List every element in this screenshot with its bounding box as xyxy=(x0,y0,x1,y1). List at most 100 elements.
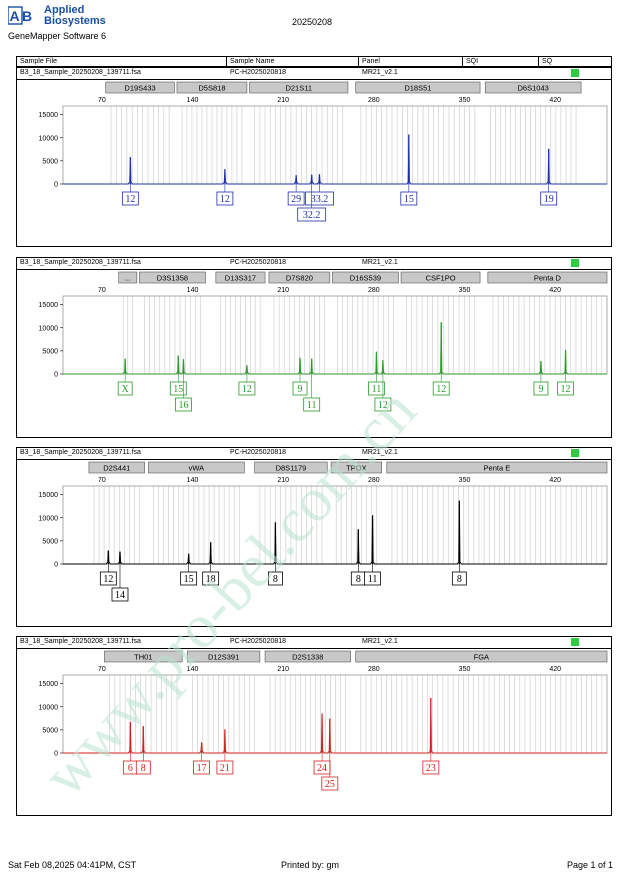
y-tick-label: 5000 xyxy=(42,348,58,355)
marker-label: D8S1179 xyxy=(276,464,307,473)
x-tick-label: 70 xyxy=(98,287,106,294)
plot-frame xyxy=(62,674,608,754)
allele-box[interactable] xyxy=(193,760,210,775)
allele-box[interactable] xyxy=(422,760,440,775)
electropherogram-black: D2S441 vWA D8S1179 TPOX Penta E70 140 210 280 35… xyxy=(39,461,608,602)
x-tick-label: 280 xyxy=(368,477,380,484)
marker-box-0 xyxy=(105,81,175,94)
allele-box[interactable] xyxy=(303,397,321,412)
allele-label: 32.2 xyxy=(303,210,321,221)
allele-box[interactable] xyxy=(99,571,117,586)
sample-name: PC-H2025020818 xyxy=(230,449,287,456)
allele-box[interactable] xyxy=(216,760,234,775)
x-tick-label: 140 xyxy=(187,97,199,104)
sample-name: PC-H2025020818 xyxy=(230,638,287,645)
x-tick-label: 210 xyxy=(277,666,289,673)
allele-box[interactable] xyxy=(368,381,385,396)
marker-label: D16S539 xyxy=(350,274,381,283)
allele-label: 12 xyxy=(220,194,230,205)
allele-label: 23 xyxy=(426,763,436,774)
marker-label: D2S1338 xyxy=(292,653,323,662)
marker-box-1 xyxy=(148,461,245,474)
marker-box-1 xyxy=(139,271,206,284)
col-sample-file: Sample File xyxy=(20,58,57,65)
y-tick-label: 10000 xyxy=(39,325,59,332)
allele-label: 12 xyxy=(242,384,252,395)
panel-name: MR21_v2.1 xyxy=(362,638,398,645)
marker-box-2 xyxy=(249,81,349,94)
allele-box[interactable] xyxy=(292,381,308,396)
allele-label: 18 xyxy=(206,574,216,585)
allele-box[interactable] xyxy=(557,381,574,396)
marker-label: FGA xyxy=(474,653,489,662)
allele-box[interactable] xyxy=(374,397,392,412)
allele-label: 15 xyxy=(184,574,194,585)
allele-label: 12 xyxy=(436,384,446,395)
sample-file: B3_18_Sample_20250208_139711.fsa xyxy=(20,259,141,266)
allele-box[interactable] xyxy=(202,571,220,586)
x-tick-label: 420 xyxy=(549,477,561,484)
allele-box[interactable] xyxy=(268,571,283,586)
allele-label: 8 xyxy=(273,574,278,585)
allele-label: 8 xyxy=(457,574,462,585)
allele-box[interactable] xyxy=(533,381,549,396)
allele-box[interactable] xyxy=(540,191,558,206)
marker-label: D18S51 xyxy=(404,84,431,93)
allele-box[interactable] xyxy=(117,381,133,396)
allele-box[interactable] xyxy=(364,571,381,586)
allele-box[interactable] xyxy=(175,397,192,412)
sq-status-icon xyxy=(571,69,579,77)
panel-blue: B3_18_Sample_20250208_139711.fsa PC-H202… xyxy=(16,67,612,247)
col-sample-name: Sample Name xyxy=(230,58,275,65)
allele-box[interactable] xyxy=(287,191,305,206)
x-tick-label: 280 xyxy=(368,666,380,673)
allele-box[interactable] xyxy=(135,760,151,775)
allele-box[interactable] xyxy=(432,381,450,396)
panel-name: MR21_v2.1 xyxy=(362,449,398,456)
allele-box[interactable] xyxy=(121,191,139,206)
x-tick-label: 420 xyxy=(549,666,561,673)
marker-label: TH01 xyxy=(134,653,152,662)
svg-text:B: B xyxy=(22,8,32,24)
y-tick-label: 5000 xyxy=(42,538,58,545)
marker-label: D2S441 xyxy=(103,464,130,473)
allele-box[interactable] xyxy=(297,207,327,222)
panel-name: MR21_v2.1 xyxy=(362,259,398,266)
x-tick-label: 210 xyxy=(277,287,289,294)
marker-label: D19S433 xyxy=(124,84,155,93)
brand-name: Applied Biosystems xyxy=(44,5,106,27)
allele-label: 9 xyxy=(298,384,303,395)
panel-green-header: B3_18_Sample_20250208_139711.fsa PC-H202… xyxy=(17,258,611,270)
run-date: 20250208 xyxy=(292,17,333,27)
y-tick-label: 5000 xyxy=(42,158,58,165)
allele-label: 12 xyxy=(103,574,113,585)
brand-line-1: Applied xyxy=(44,4,85,16)
panel-green: B3_18_Sample_20250208_139711.fsa PC-H202… xyxy=(16,257,612,438)
allele-box[interactable] xyxy=(216,191,234,206)
allele-box[interactable] xyxy=(238,381,256,396)
marker-box-2 xyxy=(264,650,351,663)
panel-name: MR21_v2.1 xyxy=(362,69,398,76)
y-tick-label: 0 xyxy=(54,751,58,758)
allele-label: 11 xyxy=(307,400,317,411)
marker-box-4 xyxy=(386,461,608,474)
allele-box[interactable] xyxy=(180,571,198,586)
marker-box-1 xyxy=(176,81,248,94)
allele-box[interactable] xyxy=(169,381,187,396)
sq-status-icon xyxy=(571,259,579,267)
marker-box-4 xyxy=(484,81,582,94)
allele-box[interactable] xyxy=(305,191,334,206)
marker-label: D5S818 xyxy=(198,84,225,93)
marker-label: D3S1358 xyxy=(157,274,188,283)
allele-label: 14 xyxy=(115,590,125,601)
marker-box-6 xyxy=(487,271,608,284)
y-tick-label: 0 xyxy=(54,562,58,569)
allele-label: 11 xyxy=(368,574,378,585)
allele-box[interactable] xyxy=(321,776,339,791)
y-tick-label: 15000 xyxy=(39,681,59,688)
allele-box[interactable] xyxy=(111,587,129,602)
allele-box[interactable] xyxy=(400,191,418,206)
allele-box[interactable] xyxy=(451,571,467,586)
marker-box-3 xyxy=(355,650,608,663)
y-tick-label: 5000 xyxy=(42,727,58,734)
